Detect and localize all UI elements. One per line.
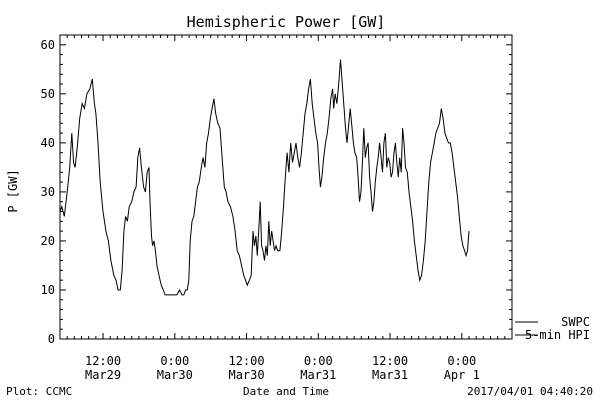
y-tick-label: 60: [41, 38, 55, 52]
footer-left: Plot: CCMC: [6, 385, 72, 398]
legend-entry-swpc: SWPC: [561, 315, 590, 329]
y-tick-label: 50: [41, 87, 55, 101]
y-tick-label: 0: [48, 332, 55, 346]
x-tick-date-label: Apr 1: [444, 368, 480, 382]
x-axis-label: Date and Time: [243, 385, 329, 398]
y-tick-label: 10: [41, 283, 55, 297]
x-tick-time-label: 12:00: [372, 354, 408, 368]
legend-entry-hpi: 5-min HPI: [525, 328, 590, 342]
x-tick-date-label: Mar31: [300, 368, 336, 382]
x-tick-time-label: 0:00: [447, 354, 476, 368]
x-tick-date-label: Mar29: [85, 368, 121, 382]
x-tick-time-label: 12:00: [228, 354, 264, 368]
y-tick-label: 20: [41, 234, 55, 248]
plot-frame: [59, 34, 513, 340]
x-tick-time-label: 12:00: [85, 354, 121, 368]
x-tick-time-label: 0:00: [160, 354, 189, 368]
x-tick-time-label: 0:00: [304, 354, 333, 368]
footer-right: 2017/04/01 04:40:20: [467, 385, 593, 398]
x-tick-date-label: Mar30: [157, 368, 193, 382]
chart-title: Hemispheric Power [GW]: [187, 13, 386, 31]
x-tick-date-label: Mar30: [228, 368, 264, 382]
hpi-series-line: [59, 59, 470, 296]
y-tick-label: 40: [41, 136, 55, 150]
x-tick-date-label: Mar31: [372, 368, 408, 382]
y-tick-label: 30: [41, 185, 55, 199]
y-axis-label: P [GW]: [6, 169, 20, 212]
